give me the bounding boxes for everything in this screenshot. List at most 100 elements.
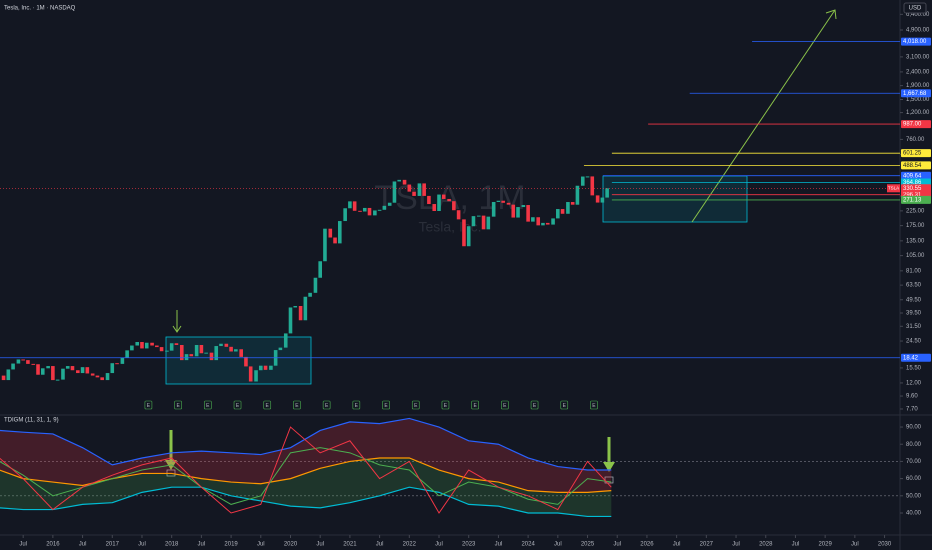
candle — [358, 210, 362, 212]
candle — [600, 197, 605, 203]
earnings-label: E — [384, 403, 388, 409]
y-tick-label: 39.50 — [906, 311, 922, 317]
y-tick-label: 90.00 — [906, 425, 922, 431]
candle — [298, 306, 303, 321]
earnings-label: E — [176, 403, 180, 409]
candle — [333, 237, 337, 244]
earnings-label: E — [503, 403, 507, 409]
candle — [1, 375, 6, 381]
x-tick-label: Jul — [732, 542, 740, 548]
candle — [248, 366, 253, 382]
candle — [437, 194, 441, 211]
indicator-line — [0, 457, 612, 493]
earnings-label: E — [355, 403, 359, 409]
candle — [224, 343, 229, 347]
candle — [269, 365, 273, 370]
earnings-label: E — [414, 403, 418, 409]
earnings-label: E — [325, 403, 329, 409]
x-tick-label: Jul — [495, 542, 503, 548]
price-tag — [901, 184, 931, 193]
y-tick-label: 6,400.00 — [906, 12, 930, 18]
level-tag — [901, 195, 931, 204]
candle — [204, 352, 208, 354]
candle — [55, 379, 60, 381]
candle — [85, 367, 90, 374]
band-fill — [0, 457, 612, 517]
earnings-label: E — [147, 403, 151, 409]
level-tag-label: 488.54 — [903, 163, 922, 169]
x-tick-label: Jul — [316, 542, 324, 548]
level-tag-label: 18.42 — [903, 355, 919, 361]
candle — [16, 359, 21, 364]
x-tick-label: Jul — [198, 542, 206, 548]
y-tick-label: 1,500.00 — [906, 97, 930, 103]
candle — [580, 176, 585, 186]
currency[interactable]: USD — [909, 6, 922, 12]
candle — [65, 366, 70, 369]
candle — [590, 176, 595, 196]
earnings-label: E — [473, 403, 477, 409]
candle — [397, 179, 402, 182]
candle — [456, 210, 461, 220]
level-tag-label: 296.31 — [903, 192, 922, 198]
candle — [377, 209, 382, 211]
candle — [144, 342, 149, 349]
earnings-marker — [293, 400, 301, 410]
earnings-marker — [352, 400, 361, 410]
symbol-tag — [887, 184, 900, 193]
x-tick-label: Jul — [257, 542, 265, 548]
range-box — [165, 336, 312, 385]
x-tick-label: 2020 — [284, 542, 298, 548]
x-tick-label: Jul — [673, 542, 681, 548]
candle — [566, 202, 570, 214]
candle — [447, 198, 451, 202]
y-tick-label: 1,900.00 — [906, 83, 930, 89]
earnings-marker — [590, 400, 598, 410]
level-tag-label: 987.00 — [903, 122, 922, 128]
x-tick-label: Jul — [138, 542, 146, 548]
candle — [491, 201, 496, 217]
x-tick-label: Jul — [376, 542, 384, 548]
candle — [585, 176, 590, 178]
x-tick-label: 2028 — [759, 542, 773, 548]
candle — [135, 342, 140, 346]
candle — [199, 345, 204, 354]
candle — [214, 346, 219, 361]
y-tick-label: 12.00 — [906, 381, 922, 387]
y-tick-label: 70.00 — [906, 459, 922, 465]
earnings-label: E — [533, 403, 537, 409]
candle — [21, 359, 25, 361]
indicator-line — [0, 426, 612, 514]
candle — [481, 215, 486, 230]
candle — [76, 370, 80, 374]
candle — [477, 215, 481, 217]
candle — [545, 222, 550, 225]
candle — [31, 363, 36, 365]
earnings-marker — [233, 400, 242, 410]
candle — [551, 218, 555, 225]
candle — [560, 209, 565, 214]
earnings-label: E — [266, 403, 270, 409]
x-tick-label: 2019 — [224, 542, 238, 548]
x-tick-label: Jul — [435, 542, 443, 548]
level-tag — [901, 89, 931, 98]
candle — [531, 217, 535, 222]
earnings-marker — [501, 400, 509, 410]
candle — [130, 345, 134, 351]
x-tick-label: 2023 — [462, 542, 476, 548]
x-tick-label: 2024 — [521, 542, 535, 548]
y-tick-label: 760.00 — [906, 137, 925, 143]
price-tag-label: 330.55 — [903, 186, 922, 192]
candle — [570, 202, 575, 205]
x-tick-label: 2025 — [581, 542, 595, 548]
candle — [313, 277, 318, 293]
currency-button[interactable] — [903, 2, 927, 14]
earnings-marker — [322, 400, 331, 410]
level-tag — [901, 37, 931, 46]
candle — [471, 216, 476, 227]
candle — [575, 185, 580, 205]
candle — [209, 352, 214, 361]
y-tick-label: 63.50 — [906, 283, 922, 289]
candle — [36, 364, 40, 375]
